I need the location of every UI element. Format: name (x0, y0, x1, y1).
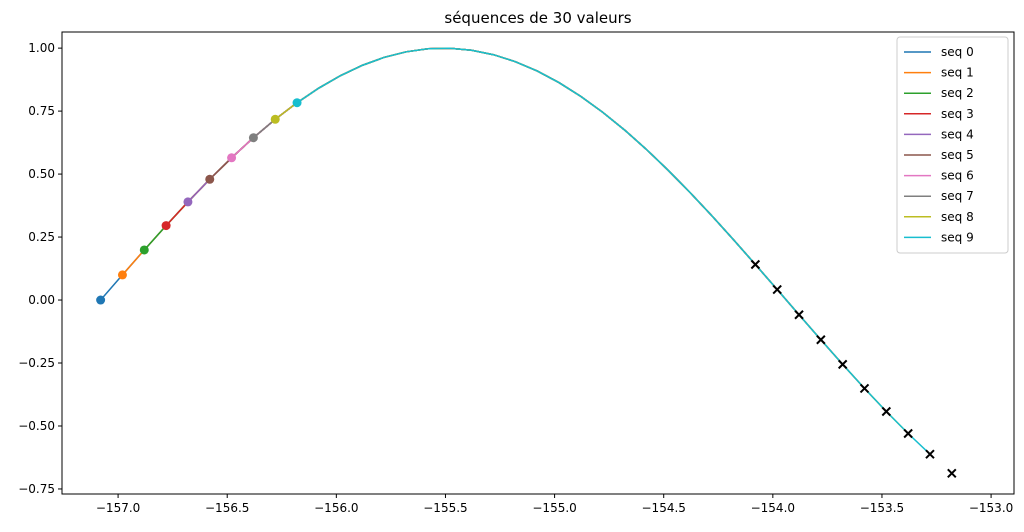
target-point-6 (881, 406, 892, 417)
target-point-3 (816, 335, 826, 345)
legend-item-2: seq 2 (904, 86, 974, 100)
legend-item-4: seq 4 (904, 127, 974, 141)
series-line-7 (252, 47, 887, 413)
y-tick-label: 0.25 (28, 230, 55, 244)
series-line-0 (100, 47, 735, 301)
target-point-7 (903, 428, 913, 439)
start-point-7 (248, 133, 258, 143)
series-line-8 (274, 47, 909, 435)
chart-title: séquences de 30 valeurs (444, 9, 631, 27)
legend-label: seq 0 (941, 45, 974, 59)
legend-item-9: seq 9 (904, 230, 974, 244)
legend-item-7: seq 7 (904, 189, 974, 203)
series-line-2 (143, 47, 778, 291)
series-line-1 (121, 47, 756, 276)
legend-label: seq 6 (941, 169, 974, 183)
x-axis: −157.0 −156.5 −156.0 −155.5 −155.0 −154.5 −154… (96, 494, 1013, 515)
legend-item-3: seq 3 (904, 107, 974, 121)
y-tick-label: −0.50 (18, 419, 55, 433)
target-point-9 (947, 468, 957, 479)
series-line-4 (187, 47, 822, 341)
target-point-5 (859, 383, 870, 394)
legend: seq 0 seq 1 seq 2 seq 3 seq 4 seq 5 seq 6 seq 7… (896, 36, 1009, 254)
target-point-1 (772, 284, 782, 295)
y-tick-label: −0.25 (18, 356, 55, 370)
series-line-3 (165, 47, 800, 316)
x-tick-label: −154.0 (751, 501, 795, 515)
legend-label: seq 5 (941, 148, 974, 162)
y-tick-label: 1.00 (28, 41, 55, 55)
legend-label: seq 4 (941, 127, 974, 141)
y-axis: 1.00 0.75 0.50 0.25 0.00 −0.25 −0.50 −0.75 (18, 41, 62, 496)
start-point-4 (183, 197, 193, 207)
legend-item-1: seq 1 (904, 66, 974, 80)
legend-item-8: seq 8 (904, 210, 974, 224)
series-line-9 (296, 47, 931, 455)
x-tick-label: −154.5 (642, 501, 686, 515)
series-line-6 (231, 47, 866, 389)
legend-label: seq 1 (941, 66, 974, 80)
legend-label: seq 2 (941, 86, 974, 100)
y-tick-label: 0.50 (28, 167, 55, 181)
y-tick-label: 0.75 (28, 104, 55, 118)
plot-area (96, 47, 957, 479)
start-point-5 (205, 174, 215, 184)
legend-label: seq 9 (941, 230, 974, 244)
start-point-3 (161, 221, 171, 231)
x-tick-label: −156.0 (314, 501, 358, 515)
target-point-2 (794, 310, 804, 320)
start-point-2 (139, 245, 149, 255)
x-tick-label: −155.0 (532, 501, 576, 515)
target-point-4 (837, 359, 848, 370)
legend-item-5: seq 5 (904, 148, 974, 162)
legend-item-6: seq 6 (904, 169, 974, 183)
legend-item-0: seq 0 (904, 45, 974, 59)
target-point-8 (925, 449, 935, 459)
target-point-0 (750, 259, 761, 270)
series-line-5 (209, 47, 844, 365)
legend-label: seq 3 (941, 107, 974, 121)
start-point-9 (292, 98, 302, 108)
x-tick-label: −156.5 (205, 501, 249, 515)
y-tick-label: −0.75 (18, 482, 55, 496)
axes-frame (61, 31, 1015, 495)
y-tick-label: 0.00 (28, 293, 55, 307)
start-point-6 (227, 153, 237, 163)
x-tick-label: −155.5 (423, 501, 467, 515)
start-point-1 (117, 270, 127, 280)
legend-box (896, 36, 1009, 254)
start-point-8 (270, 114, 280, 124)
legend-label: seq 8 (941, 210, 974, 224)
x-tick-label: −153.5 (860, 501, 904, 515)
x-tick-label: −153.0 (969, 501, 1013, 515)
x-tick-label: −157.0 (96, 501, 140, 515)
legend-label: seq 7 (941, 189, 974, 203)
start-point-0 (96, 295, 106, 305)
